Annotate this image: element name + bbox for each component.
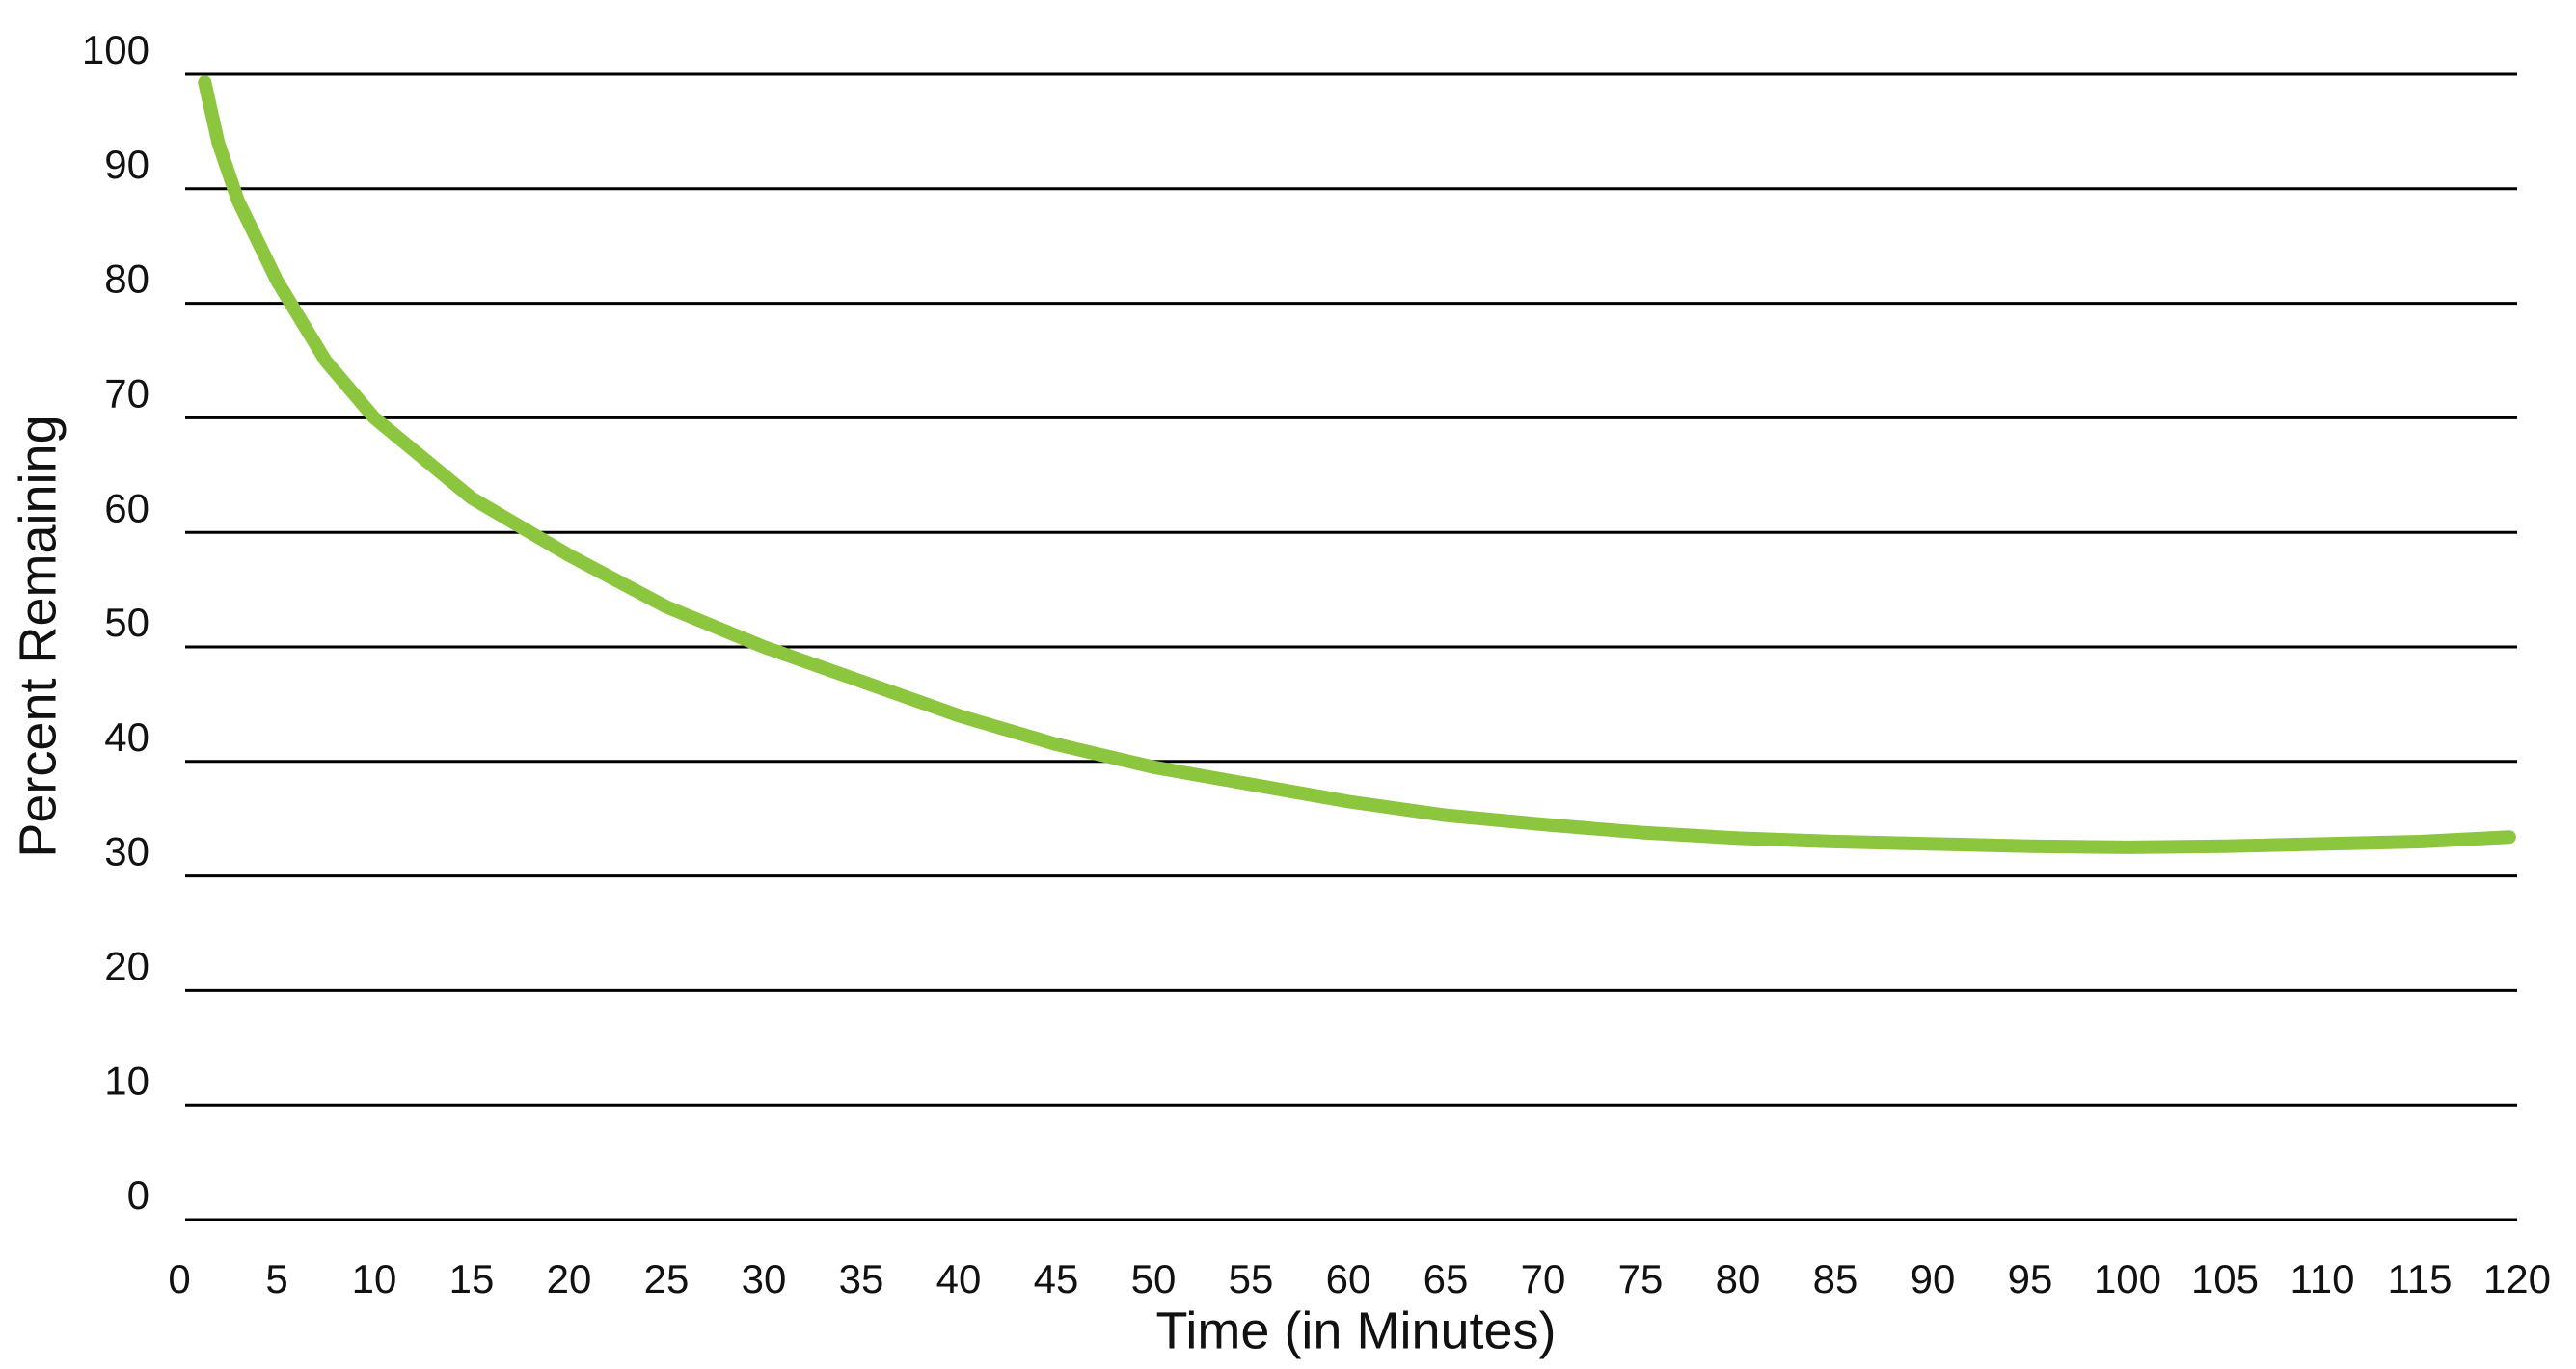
x-tick-label: 75: [1618, 1256, 1664, 1302]
x-tick-label: 35: [839, 1256, 884, 1302]
x-tick-label: 110: [2291, 1256, 2355, 1302]
data-line: [198, 75, 2516, 854]
y-tick-label: 40: [104, 714, 149, 760]
x-tick-label: 40: [936, 1256, 982, 1302]
x-tick-label: 95: [2008, 1256, 2053, 1302]
x-tick-label: 85: [1813, 1256, 1858, 1302]
x-tick-label: 0: [168, 1256, 190, 1302]
y-tick-label: 90: [104, 142, 149, 187]
y-tick-label: 10: [104, 1058, 149, 1103]
x-tick-label: 90: [1911, 1256, 1956, 1302]
y-tick-label: 30: [104, 829, 149, 874]
y-tick-label: 100: [82, 27, 149, 72]
x-tick-label: 80: [1716, 1256, 1761, 1302]
y-tick-label: 60: [104, 485, 149, 530]
x-tick-label: 60: [1326, 1256, 1371, 1302]
x-tick-label: 30: [742, 1256, 787, 1302]
x-tick-label: 120: [2483, 1256, 2551, 1302]
x-tick-label: 20: [547, 1256, 592, 1302]
x-tick-label: 15: [449, 1256, 495, 1302]
x-tick-label: 25: [644, 1256, 690, 1302]
y-tick-label: 50: [104, 600, 149, 645]
x-tick-label: 10: [352, 1256, 397, 1302]
x-tick-label: 105: [2191, 1256, 2259, 1302]
x-tick-label: 55: [1229, 1256, 1274, 1302]
x-tick-label: 5: [265, 1256, 287, 1302]
x-tick-label: 115: [2388, 1256, 2453, 1302]
y-tick-label: 70: [104, 370, 149, 416]
x-tick-label: 50: [1131, 1256, 1177, 1302]
y-axis-title: Percent Remaining: [9, 415, 67, 857]
x-tick-label: 65: [1424, 1256, 1469, 1302]
y-tick-label: 0: [127, 1172, 149, 1218]
x-axis-title: Time (in Minutes): [1155, 1302, 1556, 1359]
x-tick-label: 70: [1521, 1256, 1566, 1302]
y-tick-label: 80: [104, 256, 149, 302]
x-tick-label: 100: [2094, 1256, 2161, 1302]
y-tick-label: 20: [104, 943, 149, 988]
x-tick-label: 45: [1034, 1256, 1079, 1302]
